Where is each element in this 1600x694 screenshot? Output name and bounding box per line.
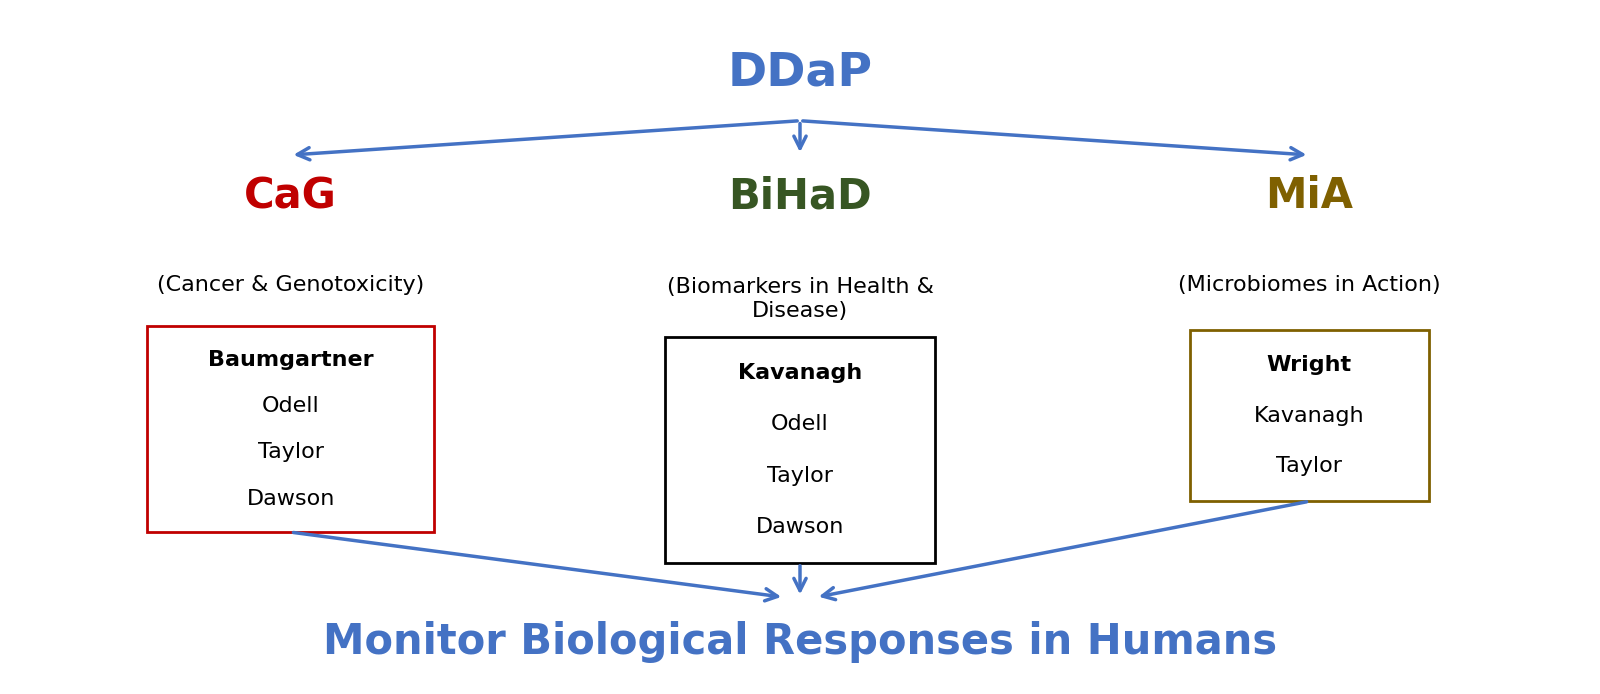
Text: Odell: Odell bbox=[771, 414, 829, 434]
Text: MiA: MiA bbox=[1266, 175, 1354, 217]
Text: CaG: CaG bbox=[245, 175, 338, 217]
Text: BiHaD: BiHaD bbox=[728, 175, 872, 217]
Text: Dawson: Dawson bbox=[246, 489, 334, 509]
Text: Monitor Biological Responses in Humans: Monitor Biological Responses in Humans bbox=[323, 621, 1277, 663]
Text: Taylor: Taylor bbox=[1277, 456, 1342, 476]
Text: Wright: Wright bbox=[1267, 355, 1352, 375]
FancyBboxPatch shape bbox=[1190, 330, 1429, 501]
Text: Taylor: Taylor bbox=[258, 442, 323, 462]
Text: Kavanagh: Kavanagh bbox=[738, 363, 862, 382]
Text: Kavanagh: Kavanagh bbox=[1254, 405, 1365, 425]
Text: Taylor: Taylor bbox=[766, 466, 834, 486]
FancyBboxPatch shape bbox=[664, 337, 936, 563]
Text: Odell: Odell bbox=[262, 396, 320, 416]
Text: (Biomarkers in Health &
Disease): (Biomarkers in Health & Disease) bbox=[667, 278, 933, 321]
Text: Dawson: Dawson bbox=[755, 517, 845, 537]
Text: (Cancer & Genotoxicity): (Cancer & Genotoxicity) bbox=[157, 276, 424, 295]
FancyBboxPatch shape bbox=[147, 326, 434, 532]
Text: DDaP: DDaP bbox=[728, 50, 872, 95]
Text: (Microbiomes in Action): (Microbiomes in Action) bbox=[1178, 276, 1440, 295]
Text: Baumgartner: Baumgartner bbox=[208, 350, 373, 370]
